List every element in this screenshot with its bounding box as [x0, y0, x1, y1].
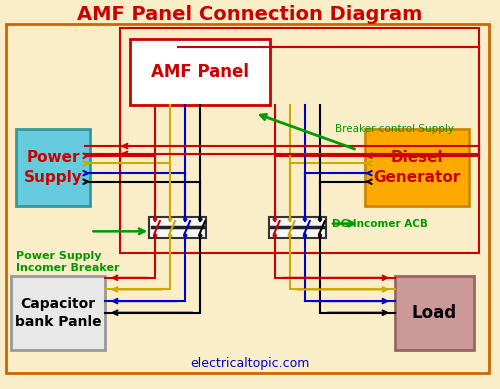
Text: AMF Panel Connection Diagram: AMF Panel Connection Diagram	[78, 5, 422, 24]
Circle shape	[168, 235, 172, 237]
Circle shape	[154, 235, 156, 237]
FancyBboxPatch shape	[364, 129, 470, 206]
Circle shape	[318, 218, 322, 221]
FancyBboxPatch shape	[268, 217, 326, 238]
FancyBboxPatch shape	[394, 276, 474, 350]
Text: Diesel
Generator: Diesel Generator	[374, 150, 460, 185]
Circle shape	[199, 235, 202, 237]
Text: DG Incomer ACB: DG Incomer ACB	[332, 219, 428, 229]
Circle shape	[184, 235, 187, 237]
Text: Breaker control Supply: Breaker control Supply	[335, 124, 454, 135]
Circle shape	[168, 218, 172, 221]
Text: Power Supply
Incomer Breaker: Power Supply Incomer Breaker	[16, 251, 119, 273]
Circle shape	[273, 235, 276, 237]
Circle shape	[318, 235, 322, 237]
Circle shape	[304, 235, 306, 237]
Circle shape	[304, 218, 306, 221]
FancyBboxPatch shape	[130, 39, 270, 105]
FancyBboxPatch shape	[10, 276, 106, 350]
FancyBboxPatch shape	[16, 129, 90, 206]
Text: Load: Load	[412, 304, 457, 322]
Circle shape	[288, 235, 292, 237]
Text: AMF Panel: AMF Panel	[151, 63, 249, 81]
Text: Capacitor
bank Panle: Capacitor bank Panle	[14, 296, 102, 329]
FancyBboxPatch shape	[6, 24, 490, 373]
Circle shape	[199, 218, 202, 221]
Circle shape	[184, 218, 187, 221]
FancyBboxPatch shape	[149, 217, 206, 238]
Text: Power
Supply: Power Supply	[24, 150, 82, 185]
Circle shape	[288, 218, 292, 221]
Circle shape	[154, 218, 156, 221]
Text: electricaltopic.com: electricaltopic.com	[190, 357, 310, 370]
Circle shape	[273, 218, 276, 221]
